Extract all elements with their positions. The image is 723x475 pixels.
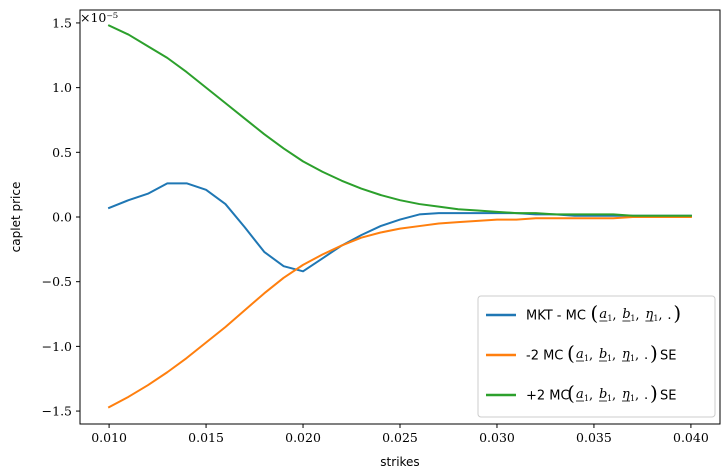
series-line-1 xyxy=(107,182,692,273)
legend-paren-left: ( xyxy=(590,301,598,325)
legend-item-2: -2 MC(a 1, b 1, η 1,.) SE xyxy=(486,341,676,365)
legend-comma: , xyxy=(635,348,639,363)
legend-symbol-sub: 1 xyxy=(584,354,589,363)
legend-symbol: η xyxy=(622,347,630,362)
series-layer xyxy=(107,24,692,409)
legend-box xyxy=(477,295,716,418)
legend-comma: , xyxy=(589,348,593,363)
x-tick-label: 0.015 xyxy=(188,430,224,445)
x-tick-label: 0.030 xyxy=(479,430,515,445)
legend-paren-right: ) xyxy=(650,341,658,365)
y-tick-label: −0.5 xyxy=(42,274,72,289)
legend-suffix: SE xyxy=(660,389,676,404)
legend-label: -2 MC xyxy=(526,349,563,364)
legend-dot: . xyxy=(644,348,648,363)
legend-symbol-sub: 1 xyxy=(653,314,658,323)
x-tick-label: 0.035 xyxy=(576,430,612,445)
series-line-2 xyxy=(107,216,692,409)
legend-symbol: η xyxy=(645,307,653,322)
legend-paren-right: ) xyxy=(673,301,681,325)
legend-symbol: a xyxy=(576,347,584,362)
y-tick-label: 0.5 xyxy=(52,145,72,160)
y-tick-label: 0.0 xyxy=(52,210,72,225)
y-offset-label: ×10⁻⁵ xyxy=(80,10,118,25)
legend-symbol-sub: 1 xyxy=(584,394,589,403)
x-axis-label: strikes xyxy=(380,455,419,469)
x-tick-label: 0.040 xyxy=(673,430,709,445)
legend-symbol-sub: 1 xyxy=(630,354,635,363)
legend-comma: , xyxy=(612,308,616,323)
legend-symbol: b xyxy=(622,307,630,322)
x-axis-ticks: 0.010 0.015 0.020 0.025 0.030 0.035 0.040 xyxy=(91,424,709,445)
legend-paren-left: ( xyxy=(567,341,575,365)
legend-comma: , xyxy=(612,388,616,403)
legend-symbol: b xyxy=(599,387,607,402)
legend-comma: , xyxy=(635,388,639,403)
y-tick-label: −1.5 xyxy=(42,404,72,419)
series-line-3 xyxy=(107,24,692,217)
legend-label: +2 MC xyxy=(526,389,570,404)
legend-symbol-sub: 1 xyxy=(607,354,612,363)
legend-dot: . xyxy=(667,308,671,323)
y-tick-label: 1.5 xyxy=(52,15,72,30)
legend-comma: , xyxy=(635,308,639,323)
legend-paren-left: ( xyxy=(567,381,575,405)
legend-item-3: +2 MC(a 1, b 1, η 1,.) SE xyxy=(486,381,676,405)
legend-symbol-sub: 1 xyxy=(607,314,612,323)
legend-item-1: MKT - MC(a 1, b 1, η 1,.) xyxy=(486,301,681,325)
legend-symbol-sub: 1 xyxy=(607,394,612,403)
legend-comma: , xyxy=(612,348,616,363)
legend-symbol: η xyxy=(622,387,630,402)
legend-symbol: a xyxy=(599,307,607,322)
y-tick-label: 1.0 xyxy=(52,80,72,95)
legend-symbol-sub: 1 xyxy=(630,314,635,323)
y-axis-ticks: −1.5 −1.0 −0.5 0.0 0.5 1.0 1.5 xyxy=(42,15,80,419)
y-axis-label: caplet price xyxy=(9,182,23,253)
legend-symbol: a xyxy=(576,387,584,402)
legend-symbol: b xyxy=(599,347,607,362)
x-tick-label: 0.025 xyxy=(382,430,418,445)
legend-suffix: SE xyxy=(660,349,676,364)
legend-comma: , xyxy=(589,388,593,403)
x-tick-label: 0.020 xyxy=(285,430,321,445)
legend: MKT - MC(a 1, b 1, η 1,.)-2 MC(a 1, b 1, η 1,.) SE+… xyxy=(477,295,716,418)
legend-label: MKT - MC xyxy=(526,309,586,324)
legend-comma: , xyxy=(658,308,662,323)
legend-paren-right: ) xyxy=(650,381,658,405)
legend-dot: . xyxy=(644,388,648,403)
legend-symbol-sub: 1 xyxy=(630,394,635,403)
x-tick-label: 0.010 xyxy=(91,430,127,445)
y-tick-label: −1.0 xyxy=(42,339,72,354)
